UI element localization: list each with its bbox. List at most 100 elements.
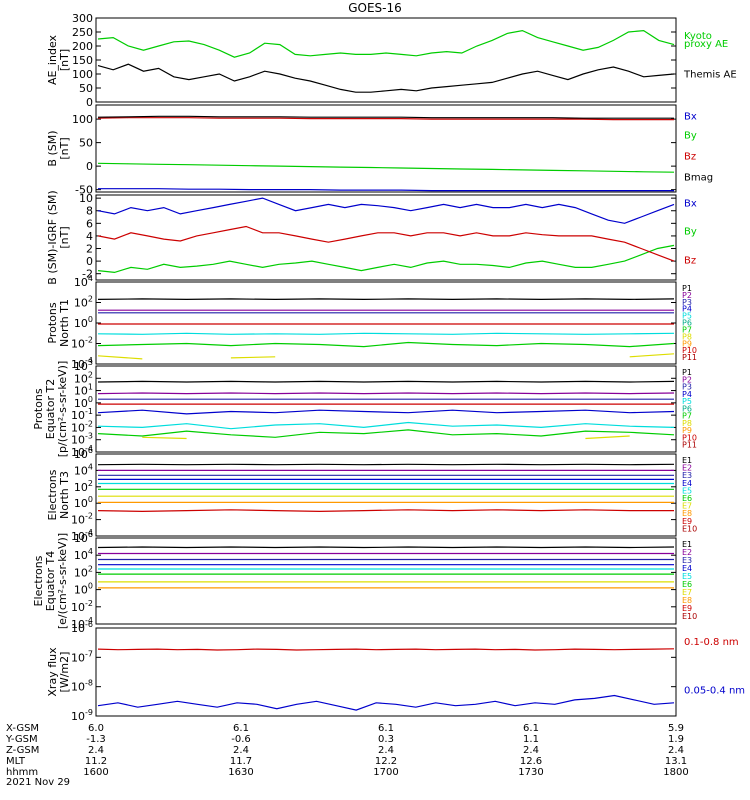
footer-value: 2.4 [233, 745, 249, 756]
series-line-p7 [97, 353, 675, 360]
y-tick-label: 102 [74, 295, 93, 310]
footer-value: 1.9 [668, 734, 684, 745]
legend-entry: P10 [682, 433, 697, 442]
y-tick-label: 10-7 [71, 649, 93, 664]
y-axis-label: Xray flux [46, 647, 59, 697]
legend-entry: P7 [682, 325, 692, 334]
y-tick-label: 0 [86, 96, 93, 109]
footer-value: 1730 [518, 767, 543, 778]
y-axis-label: AE_index [46, 34, 59, 85]
series-line-by [97, 244, 675, 274]
y-tick-label: 103 [74, 358, 93, 373]
legend-entry: P1 [682, 368, 692, 377]
y-tick-label: 10-1 [71, 407, 93, 422]
legend-entry: E4 [682, 479, 692, 488]
legend-entry: E1 [682, 456, 692, 465]
legend-entry: By [684, 131, 697, 142]
legend-entry: P2 [682, 375, 692, 384]
series-line-bx [98, 188, 674, 192]
footer-value: 1630 [228, 767, 253, 778]
y-tick-label: 102 [74, 564, 93, 579]
legend-entry: E7 [682, 502, 692, 511]
y-tick-label: 102 [74, 370, 93, 385]
footer-value: 11.7 [230, 756, 252, 767]
legend-entry: 0.1-0.8 nm [684, 637, 739, 648]
legend-entry: Themis AE [683, 69, 737, 80]
y-tick-label: 10-4 [71, 616, 93, 631]
legend-entry: Bz [684, 151, 696, 162]
legend-entry: P11 [682, 441, 697, 450]
y-tick-label: 250 [72, 26, 93, 39]
series-line-p5 [97, 409, 675, 415]
legend-entry: P9 [682, 426, 692, 435]
legend-entry: E1 [682, 540, 692, 549]
footer-value: 12.6 [520, 756, 542, 767]
footer-value: 6.1 [378, 723, 394, 734]
legend-entry: P3 [682, 298, 692, 307]
footer-value: 2.4 [378, 745, 394, 756]
y-tick-label: 106 [74, 530, 93, 545]
y-tick-label: 104 [74, 547, 93, 562]
y-tick-label: 50 [79, 82, 93, 95]
footer-value: 11.2 [85, 756, 107, 767]
footer-value: -0.6 [231, 734, 251, 745]
y-axis-label: Electrons [32, 555, 45, 606]
legend-entry: E9 [682, 517, 692, 526]
legend-entry: Bx [684, 199, 697, 210]
series-line-p1 [97, 380, 675, 383]
y-tick-label: 10-9 [71, 708, 93, 723]
y-tick-label: 50 [79, 137, 93, 150]
legend-entry: proxy AE [684, 39, 728, 50]
footer-value: 2.4 [523, 745, 539, 756]
legend-entry: Bx [684, 111, 697, 122]
y-tick-label: 200 [72, 40, 93, 53]
footer-row-label: Y-GSM [5, 734, 38, 745]
y-axis-label: B (SM)-IGRF (SM) [46, 190, 59, 284]
series-line-themis-ae [97, 63, 675, 93]
y-tick-label: 10-3 [71, 432, 93, 447]
panel-8: 10-6 10-7 10-8 10-9 Xray flux [W/m2] 0.1-0.8 n… [46, 620, 745, 723]
legend-entry: P1 [682, 284, 692, 293]
y-axis-label: Protons [46, 302, 59, 343]
footer-value: 6.1 [233, 723, 249, 734]
legend-entry: P2 [682, 291, 692, 300]
footer-table: X-GSM 6.0 6.1 6.1 6.1 5.9 Y-GSM -1.3 -0.6 0.3 1.1 1… [5, 723, 689, 788]
legend-entry: P9 [682, 339, 692, 348]
panel-4: 104 102 100 10-2 10-4 Protons North T1 P1P2P3P4… [46, 274, 697, 371]
legend-entry: P6 [682, 319, 692, 328]
legend-entry: Kyoto [684, 31, 712, 42]
y-axis-label: [W/m2] [58, 652, 71, 693]
footer-value: 1.1 [523, 734, 539, 745]
legend-entry: P8 [682, 419, 692, 428]
legend-entry: P11 [682, 353, 697, 362]
legend-entry: P3 [682, 383, 692, 392]
y-tick-label: 106 [74, 446, 93, 461]
panel-frame [95, 17, 677, 103]
legend-entry: E3 [682, 471, 692, 480]
legend-entry: P5 [682, 397, 692, 406]
y-tick-label: 10-4 [71, 528, 93, 543]
y-tick-label: -50 [75, 184, 93, 197]
series-line-e1 [97, 546, 675, 549]
y-tick-label: 100 [74, 395, 93, 410]
footer-value: 2.4 [88, 745, 104, 756]
legend-entry: E10 [682, 612, 697, 621]
y-axis-label: [nT] [58, 226, 71, 248]
y-tick-label: 2 [86, 243, 93, 256]
series-line-p2 [97, 392, 675, 395]
legend-entry: E3 [682, 556, 692, 565]
y-axis-label: Equator T4 [44, 551, 57, 611]
y-axis-label: [nT] [58, 137, 71, 159]
legend-entry: P10 [682, 346, 697, 355]
legend-entry: E6 [682, 494, 692, 503]
legend-entry: E2 [682, 464, 692, 473]
legend-entry: E7 [682, 588, 692, 597]
y-tick-label: 300 [72, 12, 93, 25]
series-line-bmag [97, 115, 674, 119]
footer-row-label: MLT [6, 756, 26, 767]
y-tick-label: 10-8 [71, 679, 93, 694]
plot-title: GOES-16 [348, 1, 402, 15]
